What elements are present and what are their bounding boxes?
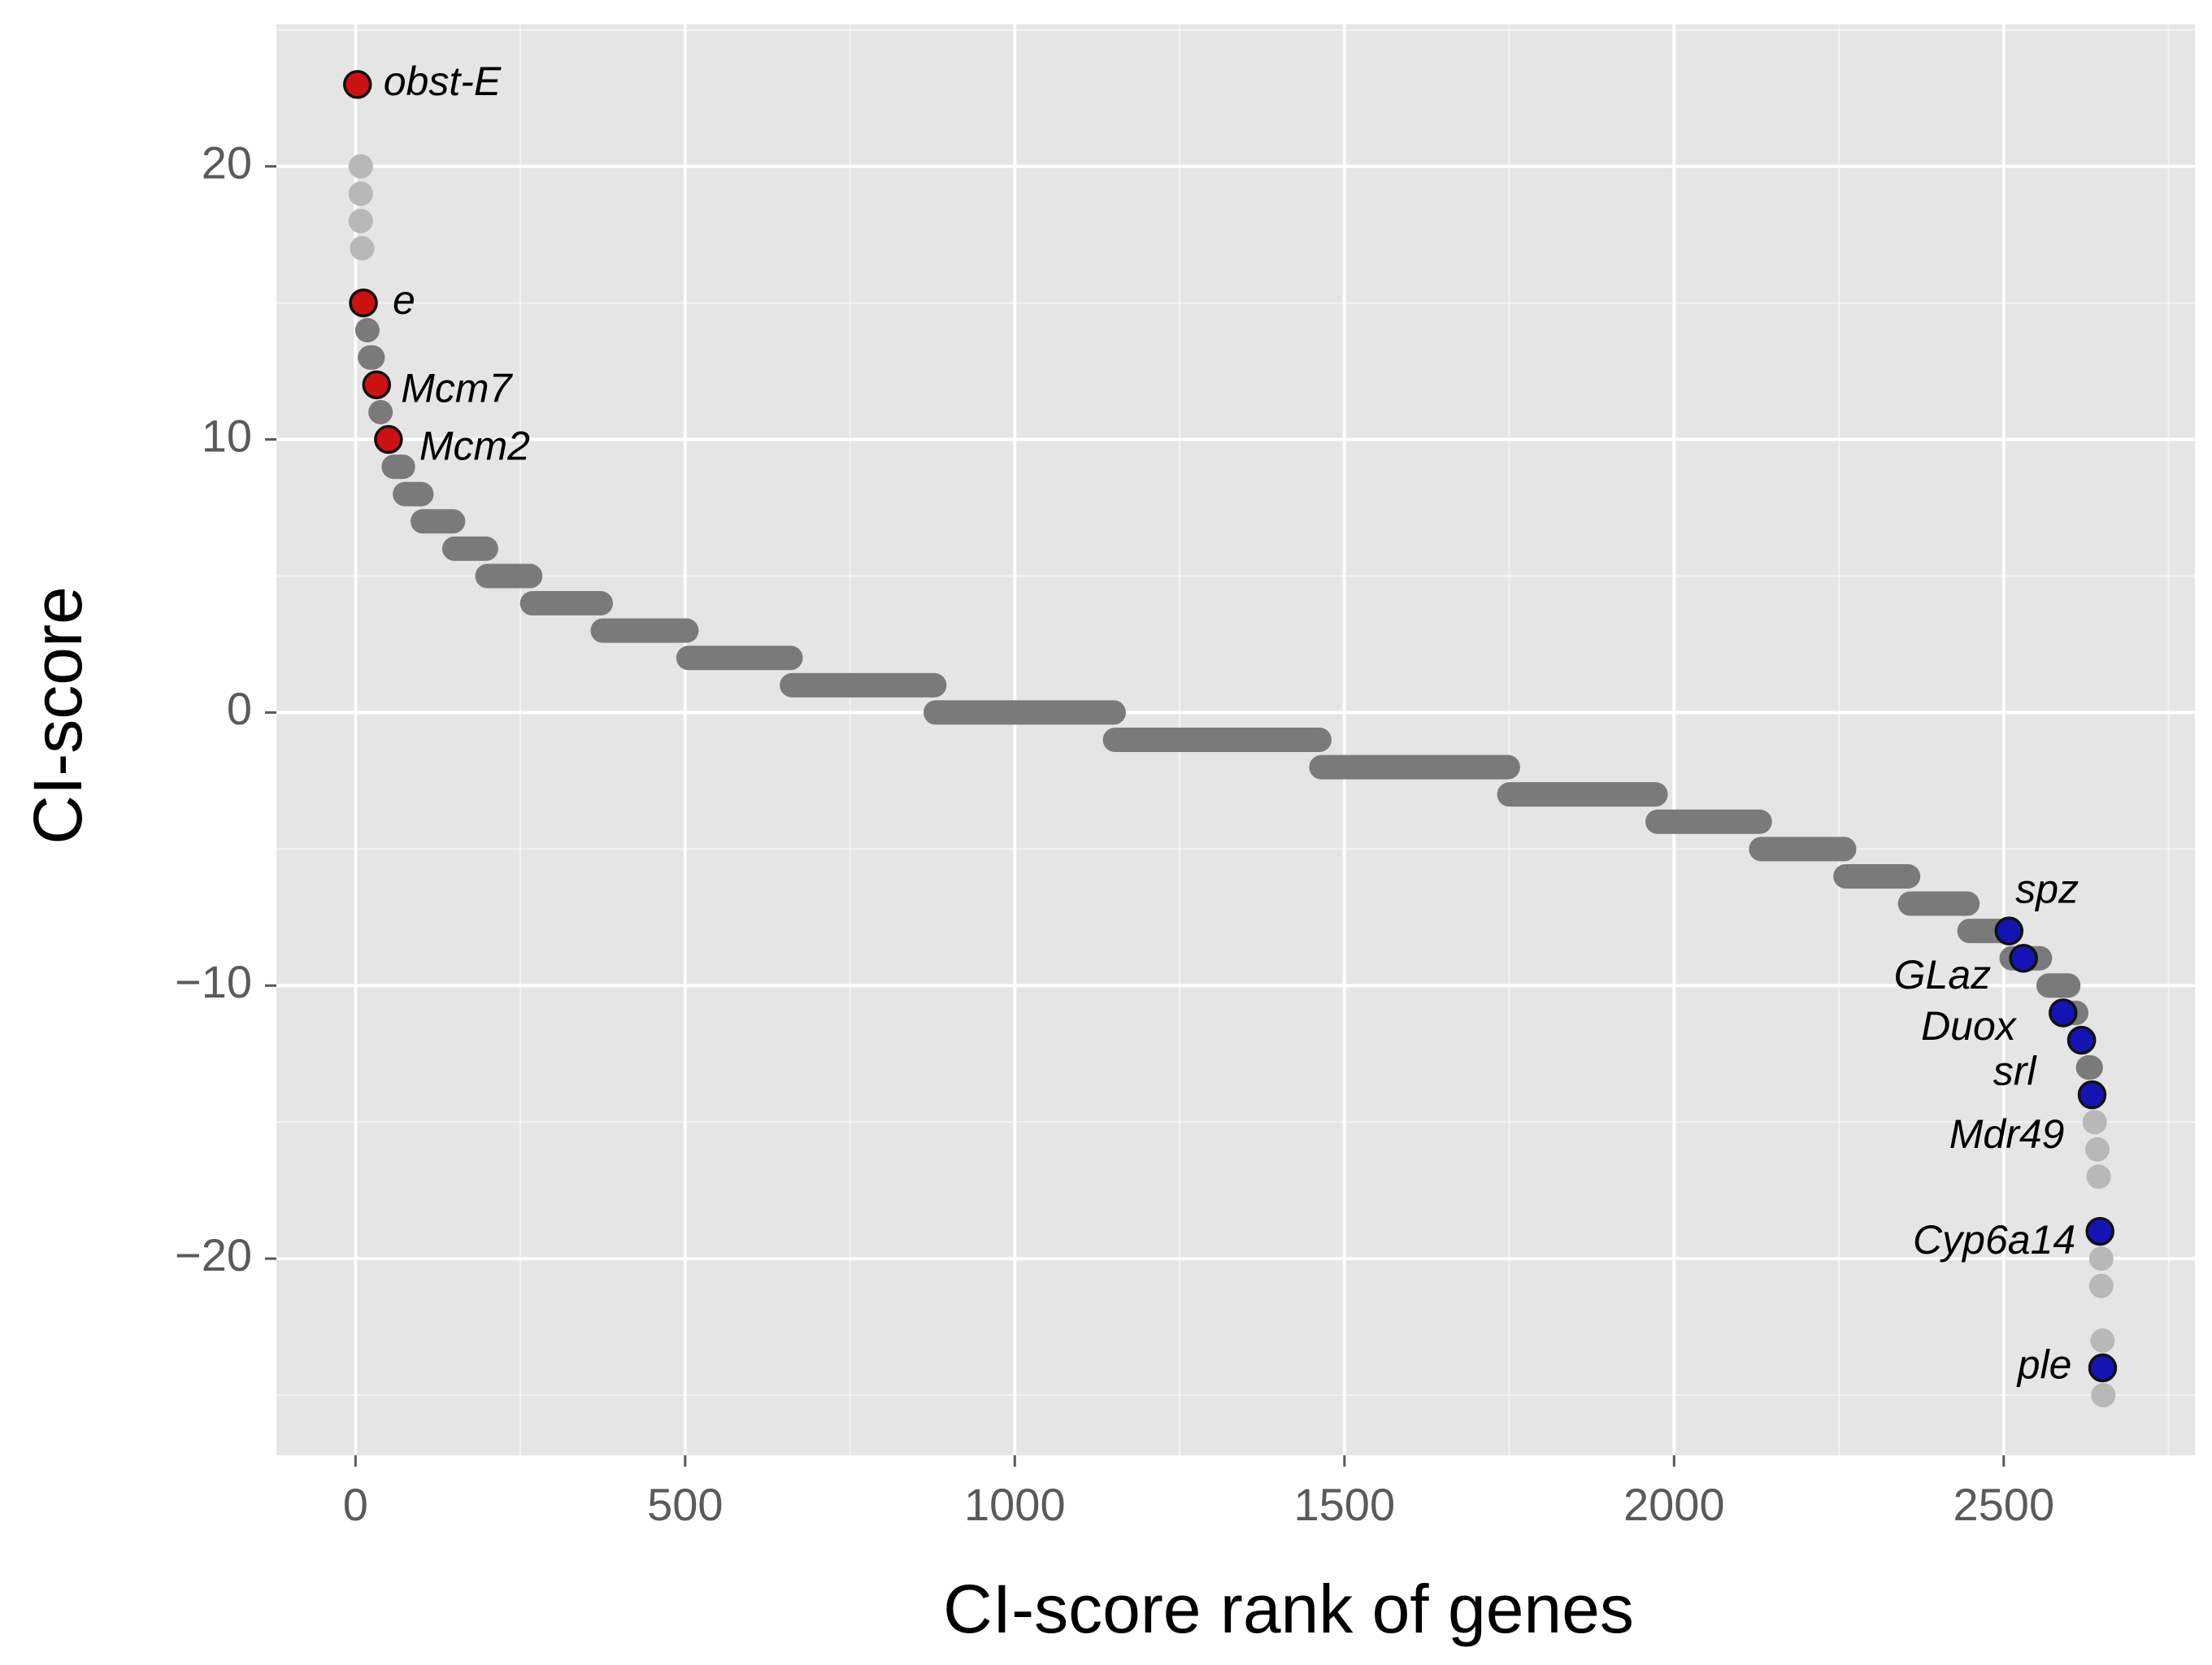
y-axis-title: CI-score bbox=[20, 586, 96, 844]
data-point bbox=[348, 181, 373, 206]
data-point bbox=[2084, 1137, 2110, 1162]
gene-label-srl: srl bbox=[1993, 1049, 2038, 1094]
gene-label-mdr49: Mdr49 bbox=[1949, 1111, 2065, 1157]
data-point bbox=[2088, 1273, 2114, 1298]
x-tick-label: 1500 bbox=[1294, 1479, 1396, 1530]
data-point bbox=[2090, 1328, 2115, 1353]
x-axis: 0 500 1000 1500 2000 2500 bbox=[343, 1455, 2054, 1530]
x-tick-label: 1000 bbox=[964, 1479, 1066, 1530]
gene-label-glaz: GLaz bbox=[1894, 952, 1992, 998]
gene-label-mcm2: Mcm2 bbox=[419, 424, 530, 469]
gene-point-obst-e bbox=[343, 70, 372, 99]
data-point bbox=[2091, 1383, 2116, 1408]
gene-point-srl bbox=[2066, 1025, 2097, 1055]
grid-lines bbox=[276, 24, 2195, 1455]
gene-point-ple bbox=[2088, 1353, 2118, 1383]
x-axis-title: CI-score rank of genes bbox=[943, 1571, 1634, 1647]
data-point bbox=[350, 236, 375, 261]
x-tick-label: 2500 bbox=[1953, 1479, 2055, 1530]
gene-point-spz bbox=[1994, 916, 2024, 946]
gene-label-duox: Duox bbox=[1921, 1003, 2018, 1049]
x-tick-label: 500 bbox=[647, 1479, 723, 1530]
gene-point-mcm2 bbox=[374, 424, 403, 454]
x-tick-label: 0 bbox=[343, 1479, 368, 1530]
gene-point-cyp6a14 bbox=[2085, 1216, 2114, 1246]
data-point bbox=[368, 399, 393, 424]
y-tick-label: 10 bbox=[202, 410, 252, 461]
gene-point-duox bbox=[2049, 998, 2078, 1028]
gene-point-e bbox=[349, 288, 378, 318]
y-tick-label: 20 bbox=[202, 137, 252, 188]
data-point bbox=[348, 208, 373, 233]
data-point bbox=[2088, 1246, 2114, 1272]
gene-label-cyp6a14: Cyp6a14 bbox=[1913, 1217, 2075, 1263]
data-point bbox=[354, 318, 380, 343]
highlighted-genes bbox=[343, 70, 2118, 1383]
y-axis: −20 −10 0 10 20 bbox=[175, 137, 276, 1280]
gene-label-obst-e: obst-E bbox=[384, 59, 502, 104]
y-tick-label: 0 bbox=[227, 683, 252, 734]
gene-label-ple: ple bbox=[2016, 1342, 2072, 1388]
gene-label-spz: spz bbox=[2015, 866, 2079, 911]
gene-point-mdr49 bbox=[2077, 1080, 2107, 1110]
gene-point-mcm7 bbox=[362, 370, 392, 400]
data-point bbox=[2082, 1110, 2107, 1135]
gene-label-mcm7: Mcm7 bbox=[401, 366, 513, 411]
y-tick-label: −20 bbox=[175, 1229, 252, 1280]
gene-point-glaz bbox=[2009, 943, 2038, 973]
data-point bbox=[348, 154, 373, 179]
data-point bbox=[2086, 1164, 2111, 1189]
gene-label-e: e bbox=[393, 277, 415, 323]
x-tick-label: 2000 bbox=[1623, 1479, 1725, 1530]
y-tick-label: −10 bbox=[175, 956, 252, 1007]
